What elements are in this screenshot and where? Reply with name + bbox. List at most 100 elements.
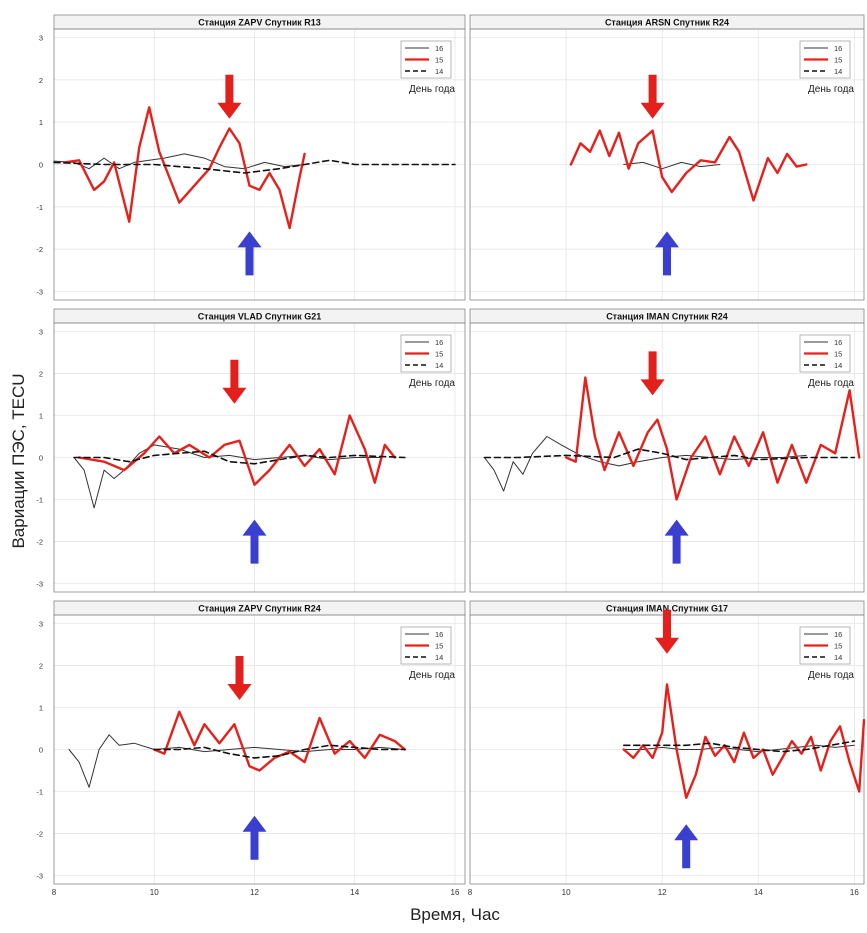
y-tick-label: 2 — [39, 661, 43, 670]
legend-label-15: 15 — [435, 350, 443, 359]
series-line-16 — [53, 153, 306, 170]
legend-label-14: 14 — [435, 361, 443, 370]
arrow-up — [664, 519, 689, 564]
legend-label-16: 16 — [834, 44, 842, 53]
legend-title: День года — [409, 378, 455, 389]
panel-title: Станция IMAN Спутник G17 — [606, 604, 728, 614]
y-tick-label: -2 — [36, 245, 43, 254]
legend-label-15: 15 — [435, 642, 443, 651]
arrow-down — [640, 74, 665, 119]
x-tick-label: 14 — [350, 888, 359, 897]
legend-title: День года — [409, 670, 455, 681]
x-tick-label: 8 — [468, 888, 473, 897]
panel-title: Станция ZAPV Спутник R24 — [198, 604, 321, 614]
arrow-down — [640, 351, 665, 396]
series-line-15 — [569, 129, 808, 202]
x-tick-label: 12 — [658, 888, 667, 897]
series-line-14 — [483, 448, 856, 461]
panel-title: Станция ZAPV Спутник R13 — [198, 18, 321, 28]
arrow-up — [242, 815, 267, 860]
y-tick-label: -1 — [36, 788, 43, 797]
y-tick-label: 2 — [39, 76, 43, 85]
x-tick-label: 16 — [451, 888, 460, 897]
legend-label-14: 14 — [834, 361, 842, 370]
panel-frame — [469, 28, 865, 301]
y-tick-label: -2 — [36, 538, 43, 547]
panel-3: Станция VLAD Спутник G21 -3 -2 -1 0 1 2 3 16 15 14… — [36, 308, 466, 593]
legend-label-16: 16 — [435, 630, 443, 639]
x-tick-label: 10 — [150, 888, 159, 897]
series-line-16 — [483, 436, 807, 492]
figure-y-label: Вариации ПЭС, TECU — [9, 373, 28, 548]
legend-title: День года — [808, 378, 854, 389]
legend-label-16: 16 — [435, 338, 443, 347]
y-tick-label: 1 — [39, 703, 43, 712]
panel-frame — [53, 614, 466, 885]
x-tick-label: 16 — [850, 888, 859, 897]
panel-2: Станция ARSN Спутник R24 16 15 14 День года — [469, 14, 865, 301]
legend-label-14: 14 — [435, 653, 443, 662]
arrow-down — [655, 609, 679, 654]
series-line-15 — [77, 414, 396, 486]
series-line-15 — [622, 683, 866, 799]
y-tick-label: -3 — [36, 580, 43, 589]
y-tick-label: 2 — [39, 369, 43, 378]
panel-title: Станция ARSN Спутник R24 — [605, 18, 729, 28]
y-tick-label: 0 — [39, 161, 43, 170]
panel-frame — [53, 322, 466, 593]
arrow-down — [222, 359, 247, 404]
legend-label-15: 15 — [435, 56, 443, 65]
series-line-14 — [53, 159, 456, 174]
y-tick-label: -1 — [36, 203, 43, 212]
series-line-14 — [623, 740, 856, 753]
figure-x-label: Время, Час — [410, 905, 500, 924]
series-line-15 — [564, 376, 861, 501]
y-tick-label: -3 — [36, 288, 43, 297]
panel-title: Станция VLAD Спутник G21 — [198, 312, 322, 322]
legend-label-15: 15 — [834, 56, 842, 65]
legend-label-14: 14 — [435, 67, 443, 76]
y-tick-label: 1 — [39, 411, 43, 420]
panel-frame — [53, 28, 466, 301]
arrow-down — [217, 74, 242, 119]
arrow-up — [237, 231, 262, 276]
arrow-up — [242, 519, 267, 564]
arrow-up — [655, 231, 679, 276]
series-line-14 — [73, 450, 406, 465]
x-tick-label: 8 — [52, 888, 57, 897]
panel-1: Станция ZAPV Спутник R13 -3 -2 -1 0 1 2 3 16 15 14… — [36, 14, 466, 301]
legend-title: День года — [808, 84, 854, 95]
panel-title: Станция IMAN Спутник R24 — [606, 312, 728, 322]
x-tick-label: 14 — [754, 888, 763, 897]
legend-label-15: 15 — [834, 642, 842, 651]
y-tick-label: -2 — [36, 830, 43, 839]
y-tick-label: -1 — [36, 496, 43, 505]
legend-title: День года — [808, 670, 854, 681]
y-tick-label: 3 — [39, 619, 43, 628]
series-line-15 — [62, 106, 306, 230]
panel-frame — [469, 322, 865, 593]
legend-title: День года — [409, 84, 455, 95]
y-tick-label: 3 — [39, 327, 43, 336]
legend-label-14: 14 — [834, 67, 842, 76]
y-tick-label: 0 — [39, 454, 43, 463]
series-line-16 — [623, 161, 721, 170]
series-line-15 — [153, 710, 407, 772]
y-tick-label: 0 — [39, 746, 43, 755]
legend-label-14: 14 — [834, 653, 842, 662]
legend-label-16: 16 — [834, 630, 842, 639]
series-line-14 — [153, 744, 406, 759]
panels-layer: Станция ZAPV Спутник R13-3-2-10123161514… — [36, 14, 866, 897]
x-tick-label: 12 — [250, 888, 259, 897]
legend-label-16: 16 — [435, 44, 443, 53]
y-tick-label: 3 — [39, 33, 43, 42]
arrow-up — [674, 824, 699, 869]
legend-label-16: 16 — [834, 338, 842, 347]
x-tick-label: 10 — [562, 888, 571, 897]
panel-6: Станция IMAN Спутник G17 8 10 12 14 16 16 15 14 Д… — [468, 600, 866, 897]
y-tick-label: -3 — [36, 872, 43, 881]
